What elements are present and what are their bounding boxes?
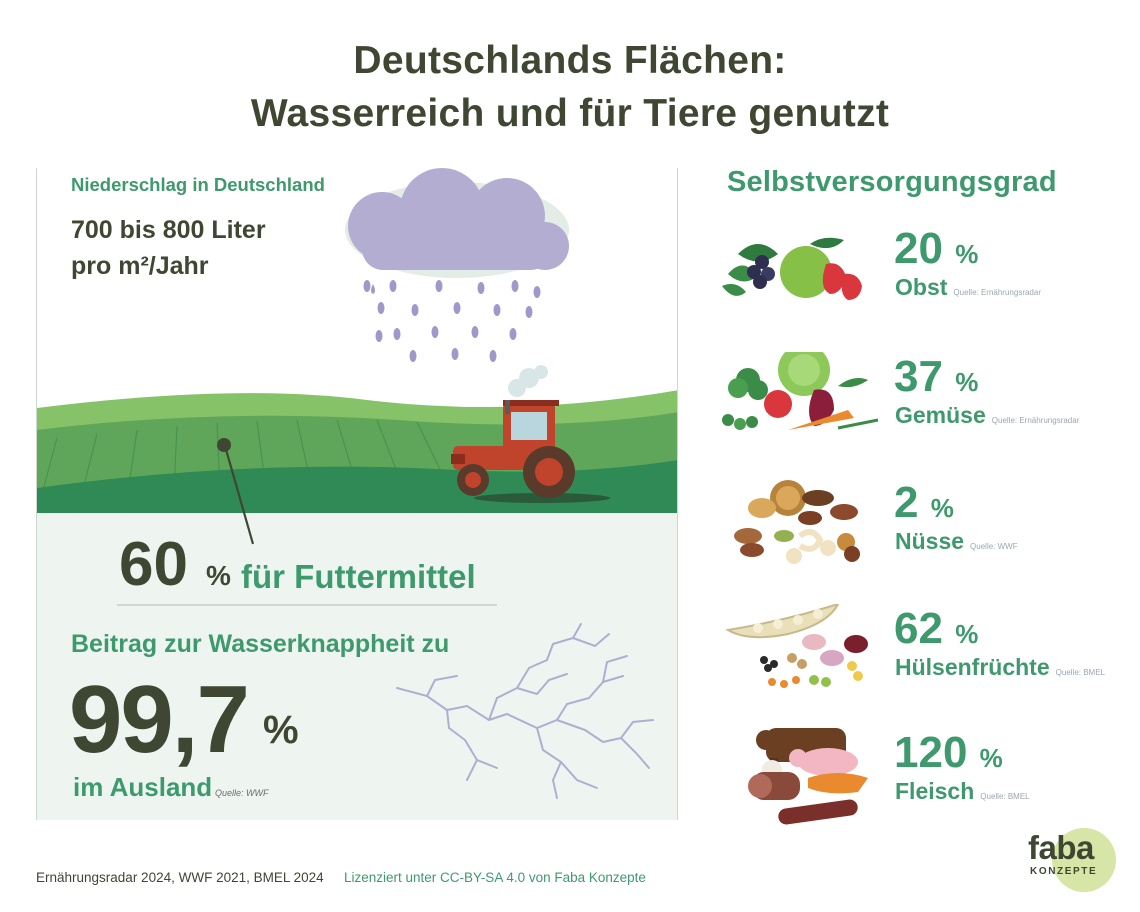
meat-label: Fleisch [895,778,975,804]
tractor-icon [451,400,610,503]
legumes-value: 62 [894,604,943,653]
water-scarcity-percent-sign: % [263,708,299,752]
vegetables-percent-sign: % [955,367,979,397]
legumes-label: Hülsenfrüchte [895,654,1050,680]
logo-wordmark: faba [1028,829,1094,866]
precipitation-value-line-1: 700 bis 800 Liter [71,216,266,244]
nuts-label: Nüsse [895,528,965,554]
nuts-icon [734,480,860,564]
pin-head [217,438,231,452]
item-meat: 120 % Fleisch Quelle: BMEL [718,728,1138,838]
precipitation-label: Niederschlag in Deutschland [71,174,325,195]
abroad-label: im Ausland [73,772,213,802]
footer-license: Lizenziert unter CC-BY-SA 4.0 von Faba K… [344,870,646,885]
feed-share-value: 60 [119,530,188,599]
legumes-percent-sign: % [955,619,979,649]
item-fruit: 20 % Obst Quelle: Ernährungsradar [718,224,1138,334]
nuts-value: 2 [894,478,919,527]
feed-share-percent-sign: % [206,560,231,591]
meat-value: 120 [894,728,968,777]
meat-icon [748,728,868,825]
item-vegetables: 37 % Gemüse Quelle: Ernährungsradar [718,352,1138,462]
precipitation-value: 700 bis 800 Liter pro m²/Jahr [71,212,266,284]
legumes-icon [725,604,868,688]
faba-logo: faba KONZEPTE [1026,826,1118,896]
meat-percent-sign: % [979,743,1003,773]
fruit-icon [722,237,862,300]
steam-puff [508,365,548,397]
pin-line [223,445,255,545]
rain-drops [363,280,541,362]
nuts-source: Quelle: WWF [970,542,1018,551]
fruit-label: Obst [895,274,948,300]
divider [117,604,497,606]
title-line-2: Wasserreich und für Tiere genutzt [250,92,890,135]
cracks-illustration [396,623,654,799]
source-note: Quelle: WWF [215,788,269,798]
item-legumes: 62 % Hülsenfrüchte Quelle: BMEL [718,604,1138,714]
precipitation-value-line-2: pro m²/Jahr [71,252,209,280]
item-nuts: 2 % Nüsse Quelle: WWF [718,478,1138,588]
fruit-source: Quelle: Ernährungsradar [953,288,1041,297]
left-panel: Niederschlag in Deutschland 700 bis 800 … [36,168,678,820]
fruit-value: 20 [894,224,943,273]
fruit-percent-sign: % [955,239,979,269]
self-sufficiency-heading: Selbstversorgungsgrad [727,166,1057,198]
legumes-source: Quelle: BMEL [1055,668,1105,677]
lower-panel-background [37,513,677,820]
water-scarcity-value: 99,7 [69,666,250,773]
meat-source: Quelle: BMEL [980,792,1030,801]
page-title: Deutschlands Flächen: Wasserreich und fü… [0,34,1140,140]
water-scarcity-label: Beitrag zur Wasserknappheit zu [71,630,450,658]
vegetables-label: Gemüse [895,402,986,428]
nuts-percent-sign: % [930,493,954,523]
landscape-illustration [37,168,677,799]
title-line-1: Deutschlands Flächen: [353,39,787,82]
feed-share-label: für Futtermittel [241,558,476,595]
logo-background-icon [1052,828,1116,892]
rain-cloud-icon [345,168,569,278]
footer-sources: Ernährungsradar 2024, WWF 2021, BMEL 202… [36,870,324,885]
vegetables-value: 37 [894,352,943,401]
logo-subtitle: KONZEPTE [1030,866,1098,877]
vegetables-source: Quelle: Ernährungsradar [991,416,1080,425]
vegetables-icon [722,352,879,430]
